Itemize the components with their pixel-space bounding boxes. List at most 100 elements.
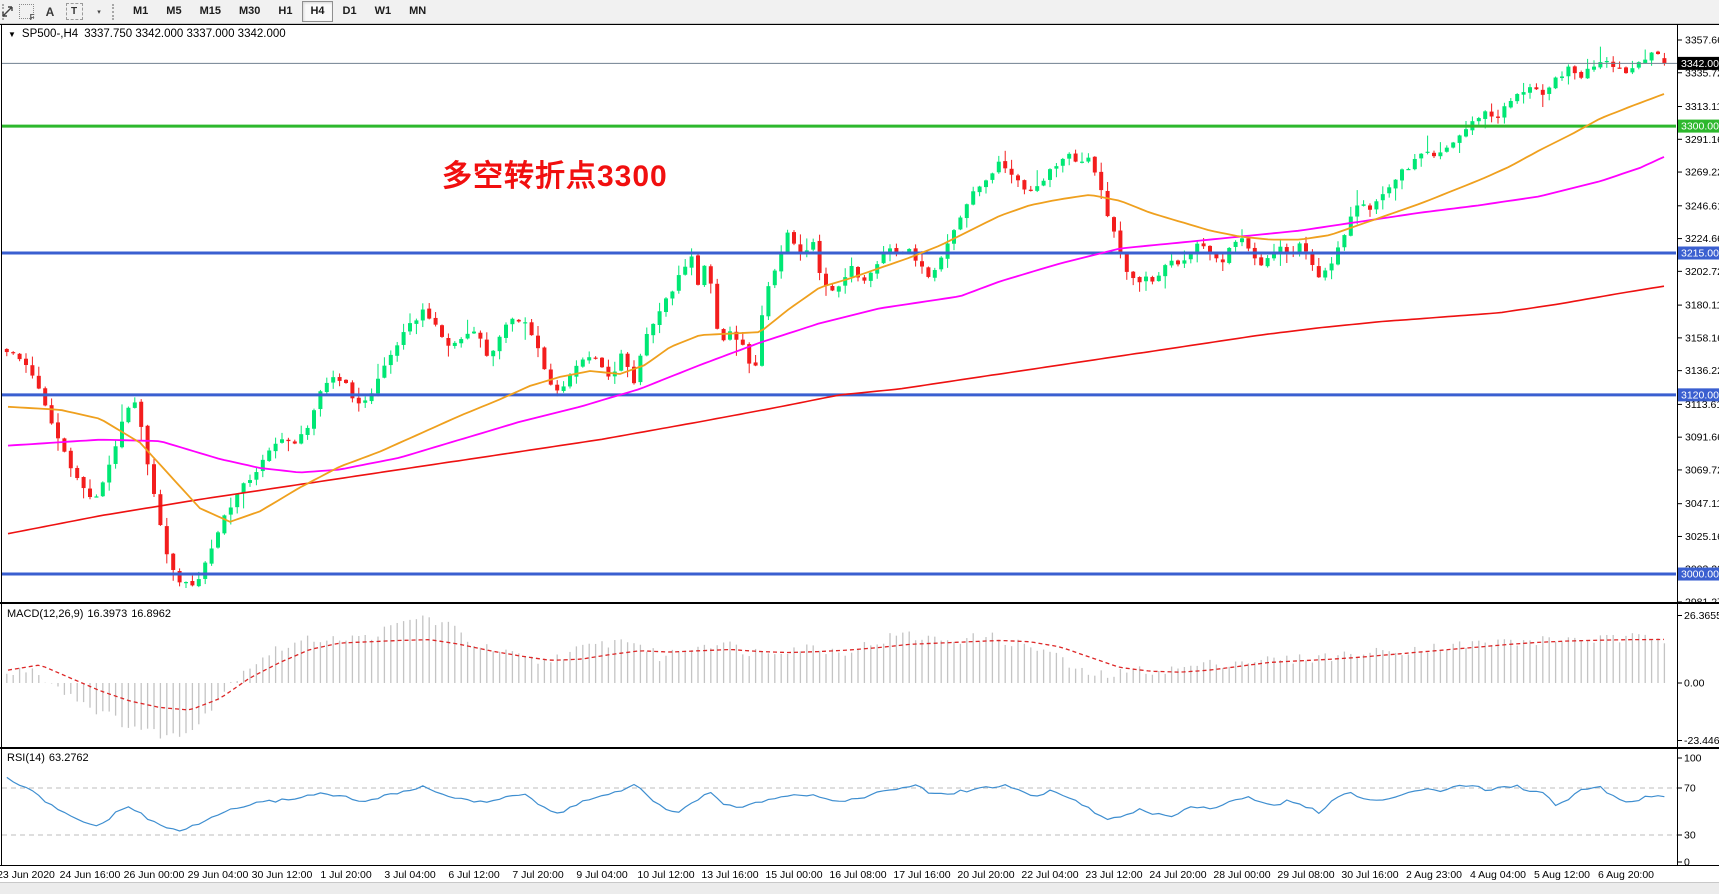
price-level-badge-text: 3300.00: [1681, 121, 1719, 133]
text-t-icon: T: [65, 3, 83, 20]
time-axis-label: 10 Jul 12:00: [637, 869, 695, 881]
rsi-axis-label: 100: [1684, 753, 1702, 765]
ohlc-values: 3337.750 3342.000 3337.000 3342.000: [84, 28, 286, 40]
timeframe-button-MN[interactable]: MN: [409, 5, 427, 17]
price-axis-label: 3246.61: [1685, 200, 1719, 212]
arrow-objects-tool-button[interactable]: ▾: [2, 2, 109, 22]
time-axis-label: 30 Jun 12:00: [251, 869, 313, 881]
macd-indicator-label: MACD(12,26,9) 16.3973 16.8962: [7, 608, 175, 620]
price-axis-label: 3202.72: [1685, 266, 1719, 278]
rsi-axis-label: 30: [1684, 830, 1696, 842]
price-level-badge: [1678, 56, 1719, 70]
time-axis-label: 24 Jul 20:00: [1149, 869, 1207, 881]
time-axis-label: 23 Jun 2020: [0, 869, 55, 881]
time-axis-label: 3 Jul 04:00: [384, 869, 436, 881]
collapse-caret-icon[interactable]: ▼: [8, 29, 16, 39]
macd-axis-label: 26.3655: [1684, 610, 1719, 622]
price-axis-label: 3158.16: [1685, 332, 1719, 344]
ma-fast-line: [7, 93, 1665, 523]
price-axis-label: 3224.66: [1685, 233, 1719, 245]
price-level-badge: [1678, 567, 1719, 581]
macd-signal-value: 16.8962: [131, 608, 171, 620]
price-axis-label: 3025.16: [1685, 531, 1719, 543]
time-axis-label: 2 Aug 23:00: [1405, 869, 1463, 881]
time-axis-label: 28 Jul 00:00: [1213, 869, 1271, 881]
time-axis-label: 4 Aug 04:00: [1469, 869, 1527, 881]
price-level-badge-text: 3215.00: [1681, 248, 1719, 260]
price-axis-label: 3313.11: [1685, 101, 1719, 113]
main-chart-panel[interactable]: 3357.66 3335.72 3313.11 3291.16 3269.22 3246.…: [0, 24, 1719, 603]
time-axis-label: 30 Jul 16:00: [1341, 869, 1399, 881]
rsi-line: [6, 776, 1665, 832]
time-axis-label: 22 Jul 04:00: [1021, 869, 1079, 881]
price-level-badge-text: 3342.00: [1681, 58, 1719, 70]
chart-annotation-text: 多空转折点3300: [442, 160, 668, 193]
toolbar-grip[interactable]: [2, 3, 11, 20]
price-axis-label: 3113.61: [1685, 399, 1719, 411]
timeframe-button-W1[interactable]: W1: [374, 5, 392, 17]
toolbar-grip[interactable]: [112, 3, 121, 20]
font-tool-button[interactable]: A: [45, 4, 55, 19]
timeframe-button-H4[interactable]: H4: [302, 1, 333, 22]
chart-title: ▼ SP500-,H4 3337.750 3342.000 3337.000 3…: [8, 28, 286, 40]
chevron-down-icon: ▾: [97, 8, 101, 16]
price-axis-label: 3091.66: [1685, 432, 1719, 444]
timeframe-button-H1[interactable]: H1: [278, 5, 293, 17]
price-axis-label: 3269.22: [1685, 167, 1719, 179]
price-level-badge: [1678, 246, 1719, 260]
rsi-value: 63.2762: [48, 752, 89, 764]
price-level-badge: [1678, 388, 1719, 402]
time-axis-label: 17 Jul 16:00: [893, 869, 951, 881]
rsi-axis-label: 0: [1684, 857, 1690, 867]
macd-main-value: 16.3973: [87, 608, 128, 620]
time-axis-label: 13 Jul 16:00: [701, 869, 759, 881]
time-axis-label: 24 Jun 16:00: [59, 869, 121, 881]
macd-axis-label: 0.00: [1684, 678, 1705, 690]
timeframe-button-D1[interactable]: D1: [342, 5, 357, 17]
macd-name: MACD(12,26,9): [7, 608, 84, 620]
price-axis-label: 2981.27: [1685, 596, 1719, 603]
time-axis-label: 26 Jun 00:00: [123, 869, 185, 881]
anchor-grid-tool-button[interactable]: F: [15, 2, 37, 22]
grid-f-icon: F: [18, 4, 35, 22]
macd-panel[interactable]: 26.3655 0.00 -23.4467: [0, 603, 1719, 748]
price-axis-label: 3291.16: [1685, 134, 1719, 146]
toolbar: F A T ▾ M1 M5 M15 M30 H1 H4 D1 W1 MN: [0, 0, 1719, 24]
time-axis-label: 20 Jul 20:00: [957, 869, 1015, 881]
rsi-name: RSI(14): [7, 752, 45, 764]
candlestick-series: [4, 46, 1667, 589]
price-axis: 3357.66 3335.72 3313.11 3291.16 3269.22 3246.…: [1677, 35, 1719, 603]
time-axis-label: 5 Aug 12:00: [1533, 869, 1591, 881]
price-axis-label: 3069.72: [1685, 464, 1719, 476]
price-level-badge-text: 3120.00: [1681, 389, 1719, 401]
time-axis-label: 6 Jul 12:00: [448, 869, 500, 881]
time-axis-label: 15 Jul 00:00: [765, 869, 823, 881]
ma-slow-line: [7, 285, 1665, 535]
rsi-axis-label: 70: [1684, 783, 1696, 795]
time-axis-label: 29 Jun 04:00: [187, 869, 249, 881]
time-axis-label: 16 Jul 08:00: [829, 869, 887, 881]
timeframe-button-M15[interactable]: M15: [199, 5, 221, 17]
timeframe-button-M5[interactable]: M5: [166, 5, 182, 17]
time-axis-label: 23 Jul 12:00: [1085, 869, 1143, 881]
rsi-indicator-label: RSI(14) 63.2762: [7, 752, 93, 764]
text-label-tool-button[interactable]: T: [63, 2, 85, 22]
window-bottom-strip: [0, 882, 1719, 894]
timeframe-button-M1[interactable]: M1: [133, 5, 149, 17]
ma-mid-line: [7, 156, 1665, 474]
macd-histogram: [6, 615, 1666, 739]
price-level-badge: [1678, 119, 1719, 133]
price-axis-label: 3180.11: [1685, 300, 1719, 312]
timeframe-button-M30[interactable]: M30: [238, 5, 261, 17]
time-axis-label: 1 Jul 20:00: [320, 869, 372, 881]
macd-axis-label: -23.4467: [1684, 735, 1719, 747]
price-axis-label: 3335.72: [1685, 67, 1719, 79]
rsi-panel[interactable]: 100 70 30 0: [0, 748, 1719, 866]
time-axis[interactable]: 23 Jun 2020 24 Jun 16:00 26 Jun 00:00 29 Ju…: [0, 866, 1719, 882]
arrows-icon: [2, 6, 13, 17]
price-axis-label: 3357.66: [1685, 35, 1719, 47]
time-axis-label: 29 Jul 08:00: [1277, 869, 1335, 881]
symbol-timeframe-label: SP500-,H4: [21, 28, 79, 40]
time-axis-label: 7 Jul 20:00: [512, 869, 564, 881]
